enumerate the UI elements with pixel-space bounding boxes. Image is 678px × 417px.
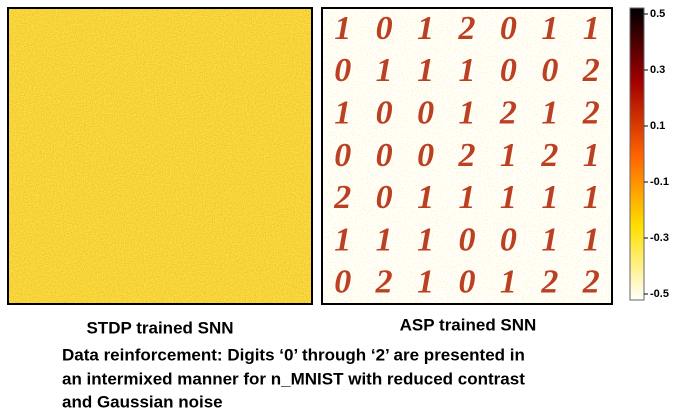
digit: 0 xyxy=(376,179,393,216)
digit: 2 xyxy=(499,95,517,132)
digit: 0 xyxy=(541,52,558,89)
panel-border xyxy=(321,7,613,305)
stdp-panel xyxy=(7,7,313,305)
caption-line: and Gaussian noise xyxy=(62,392,223,411)
colorbar-tick-label: 0.3 xyxy=(650,64,665,76)
digit: 1 xyxy=(417,52,434,89)
colorbar-tick-label: -0.5 xyxy=(650,288,669,300)
digit: 0 xyxy=(459,264,476,301)
caption-line: Data reinforcement: Digits ‘0’ through ‘… xyxy=(62,345,525,364)
digit: 0 xyxy=(334,137,351,174)
digit: 1 xyxy=(541,10,558,47)
digit: 0 xyxy=(376,95,393,132)
digit: 1 xyxy=(459,52,476,89)
digit: 1 xyxy=(541,179,558,216)
digit: 2 xyxy=(582,52,600,89)
digit: 0 xyxy=(334,52,351,89)
digit: 1 xyxy=(417,221,434,258)
digit: 1 xyxy=(417,10,434,47)
digit: 2 xyxy=(458,10,476,47)
digit: 1 xyxy=(376,221,393,258)
digit: 2 xyxy=(458,137,476,174)
digit: 2 xyxy=(333,179,351,216)
colorbar-tick-label: 0.5 xyxy=(650,8,665,20)
digit: 1 xyxy=(376,52,393,89)
caption-line: an intermixed manner for n_MNIST with re… xyxy=(62,369,525,388)
digit: 0 xyxy=(500,10,517,47)
digit: 0 xyxy=(376,137,393,174)
digit: 0 xyxy=(334,264,351,301)
digit: 1 xyxy=(541,95,558,132)
digit: 1 xyxy=(417,179,434,216)
digit: 2 xyxy=(540,264,558,301)
digit: 0 xyxy=(500,52,517,89)
digit: 0 xyxy=(417,137,434,174)
digit: 2 xyxy=(582,95,600,132)
digit: 1 xyxy=(500,264,517,301)
digit: 2 xyxy=(540,137,558,174)
colorbar-tick-label: -0.1 xyxy=(650,176,669,188)
digit: 1 xyxy=(500,179,517,216)
panel-label: ASP trained SNN xyxy=(400,315,537,334)
digit: 1 xyxy=(583,137,600,174)
digit: 1 xyxy=(334,10,351,47)
digit: 1 xyxy=(541,221,558,258)
digit: 1 xyxy=(500,137,517,174)
digit: 2 xyxy=(582,264,600,301)
digit: 0 xyxy=(500,221,517,258)
digit: 1 xyxy=(459,179,476,216)
digit: 1 xyxy=(583,179,600,216)
digit: 1 xyxy=(334,221,351,258)
asp-panel: 1 0 1 2 0 1 10 1 1 1 0 0 21 0 0 1 2 1 20 0 0 2 1 2 12 0 1 1 1 1 11 1 1 0 0… xyxy=(322,8,612,304)
digit: 1 xyxy=(583,221,600,258)
digit: 1 xyxy=(583,10,600,47)
noise xyxy=(322,8,612,304)
digit: 1 xyxy=(459,95,476,132)
panel-border xyxy=(7,7,313,305)
digit: 1 xyxy=(334,95,351,132)
digit: 0 xyxy=(376,10,393,47)
colorbar-tick-label: -0.3 xyxy=(650,232,669,244)
digit: 2 xyxy=(375,264,393,301)
colorbar xyxy=(629,7,645,301)
digit: 0 xyxy=(459,221,476,258)
panel-label: STDP trained SNN xyxy=(86,318,233,337)
digit: 1 xyxy=(417,264,434,301)
digit: 0 xyxy=(417,95,434,132)
noise xyxy=(8,8,312,304)
colorbar-tick-label: 0.1 xyxy=(650,120,665,132)
